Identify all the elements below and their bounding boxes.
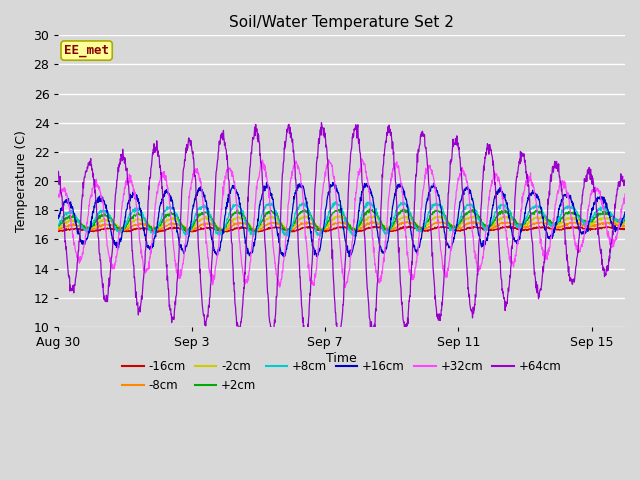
+32cm (148, 241, 156, 247)
+64cm (70, 282, 78, 288)
-2cm (196, 218, 204, 224)
+32cm (196, 175, 204, 181)
+32cm (180, 249, 188, 255)
-16cm (506, 223, 513, 228)
-2cm (70, 218, 78, 224)
-2cm (54, 225, 62, 230)
+2cm (497, 209, 505, 215)
-2cm (360, 221, 367, 227)
-16cm (497, 225, 504, 230)
-2cm (497, 216, 505, 222)
Line: +2cm: +2cm (58, 209, 625, 232)
+16cm (621, 209, 629, 215)
-16cm (148, 228, 156, 233)
+64cm (360, 201, 367, 207)
+32cm (621, 191, 629, 197)
+8cm (249, 234, 257, 240)
+32cm (341, 285, 349, 290)
+64cm (196, 266, 204, 272)
-8cm (497, 220, 505, 226)
+8cm (497, 203, 505, 209)
+2cm (148, 227, 156, 232)
+16cm (70, 211, 78, 216)
+16cm (346, 254, 353, 260)
-8cm (196, 221, 204, 227)
X-axis label: Time: Time (326, 352, 357, 365)
+32cm (70, 241, 78, 247)
+8cm (360, 206, 367, 212)
+64cm (317, 120, 325, 126)
-8cm (621, 224, 629, 230)
Line: +16cm: +16cm (58, 182, 625, 257)
-2cm (148, 225, 156, 230)
-8cm (180, 224, 188, 230)
+2cm (196, 212, 204, 218)
+64cm (301, 335, 309, 341)
+16cm (180, 250, 188, 255)
+2cm (621, 217, 629, 223)
+64cm (148, 162, 156, 168)
+2cm (359, 215, 367, 221)
+8cm (332, 199, 339, 204)
+16cm (360, 187, 367, 192)
+8cm (70, 211, 78, 216)
-8cm (148, 226, 156, 231)
-16cm (359, 227, 367, 233)
Line: +8cm: +8cm (58, 202, 625, 237)
+16cm (196, 188, 204, 193)
+8cm (148, 229, 156, 235)
Text: EE_met: EE_met (64, 44, 109, 57)
+32cm (358, 156, 365, 162)
+8cm (54, 222, 62, 228)
-16cm (54, 228, 62, 234)
Line: -16cm: -16cm (58, 226, 625, 232)
+64cm (180, 163, 188, 169)
Y-axis label: Temperature (C): Temperature (C) (15, 130, 28, 232)
+64cm (54, 168, 62, 174)
-16cm (180, 228, 188, 233)
-16cm (196, 227, 204, 232)
Line: -2cm: -2cm (58, 216, 625, 231)
-8cm (470, 218, 477, 224)
Line: -8cm: -8cm (58, 221, 625, 231)
-8cm (188, 228, 195, 234)
-16cm (154, 229, 162, 235)
Title: Soil/Water Temperature Set 2: Soil/Water Temperature Set 2 (229, 15, 454, 30)
+8cm (196, 204, 204, 210)
Line: +32cm: +32cm (58, 159, 625, 288)
+2cm (400, 206, 408, 212)
+32cm (54, 192, 62, 197)
+16cm (329, 180, 337, 185)
-16cm (70, 226, 78, 231)
+16cm (148, 244, 156, 250)
+16cm (497, 188, 505, 194)
+2cm (70, 213, 78, 219)
+2cm (182, 229, 190, 235)
Legend: -16cm, -8cm, -2cm, +2cm, +8cm, +16cm, +32cm, +64cm: -16cm, -8cm, -2cm, +2cm, +8cm, +16cm, +3… (118, 355, 566, 396)
-8cm (54, 226, 62, 231)
+2cm (180, 225, 188, 230)
-8cm (70, 222, 78, 228)
-2cm (337, 213, 344, 218)
+32cm (360, 162, 367, 168)
-8cm (359, 223, 367, 229)
+64cm (497, 275, 505, 280)
+16cm (54, 216, 62, 221)
-2cm (253, 228, 260, 234)
Line: +64cm: +64cm (58, 123, 625, 338)
-16cm (621, 226, 629, 232)
-2cm (180, 224, 188, 230)
+8cm (621, 215, 629, 221)
+2cm (54, 222, 62, 228)
+32cm (497, 184, 505, 190)
+8cm (180, 229, 188, 235)
+64cm (621, 177, 629, 183)
-2cm (621, 220, 629, 226)
